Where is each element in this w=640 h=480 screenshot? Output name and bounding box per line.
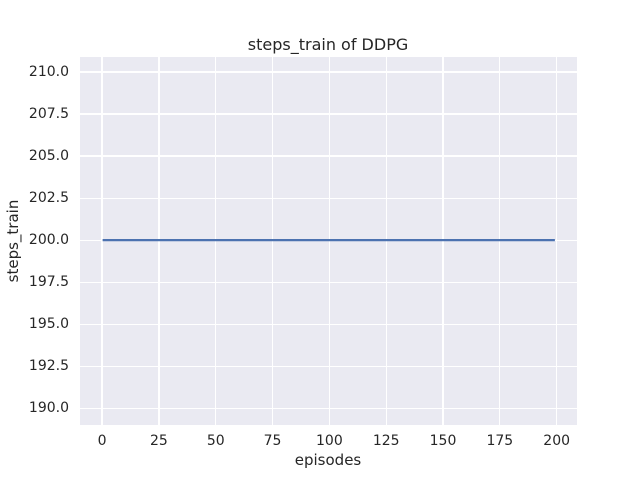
x-tick-label: 150 xyxy=(429,433,457,449)
horizontal-gridline xyxy=(79,281,577,283)
vertical-gridline xyxy=(101,57,103,425)
y-tick-label: 210.0 xyxy=(28,64,69,81)
y-tick-label: 202.5 xyxy=(28,190,69,207)
x-tick-label: 175 xyxy=(486,433,514,449)
x-tick-label: 125 xyxy=(372,433,400,449)
y-tick-label: 197.5 xyxy=(28,274,69,291)
y-tick-label: 195.0 xyxy=(28,316,69,333)
horizontal-gridline xyxy=(79,407,577,409)
horizontal-gridline xyxy=(79,113,577,115)
x-tick-label: 75 xyxy=(263,433,282,449)
chart-title: steps_train of DDPG xyxy=(247,35,409,54)
vertical-gridline xyxy=(556,57,558,425)
horizontal-gridline xyxy=(79,71,577,73)
x-tick-label: 100 xyxy=(316,433,343,449)
y-tick-label: 205.0 xyxy=(28,148,69,165)
y-tick-label: 190.0 xyxy=(28,400,69,417)
y-tick-label: 192.5 xyxy=(28,358,69,375)
x-tick-label: 0 xyxy=(97,433,107,449)
x-tick-label: 50 xyxy=(206,433,225,449)
y-tick-label: 200.0 xyxy=(28,232,69,249)
x-tick-label: 25 xyxy=(150,433,168,449)
horizontal-gridline xyxy=(79,323,577,325)
y-tick-label: 207.5 xyxy=(28,106,69,123)
horizontal-gridline xyxy=(79,365,577,367)
x-tick-label: 200 xyxy=(543,433,571,449)
horizontal-gridline xyxy=(79,197,577,199)
x-axis-label: episodes xyxy=(294,451,362,469)
plot-area xyxy=(79,57,577,425)
horizontal-gridline xyxy=(79,155,577,157)
